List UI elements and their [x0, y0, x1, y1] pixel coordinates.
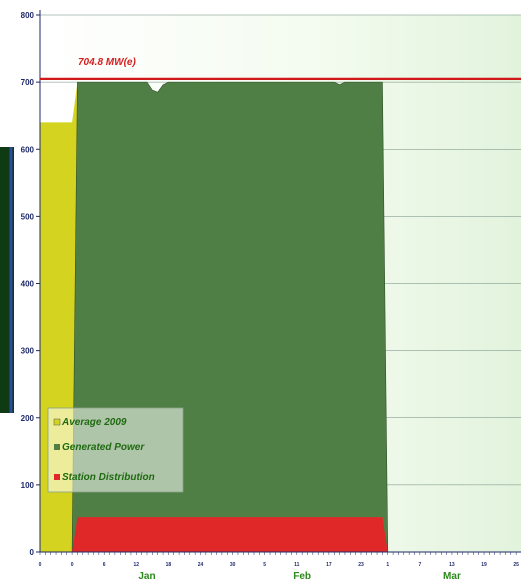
- x-tick-label: 7: [418, 562, 421, 568]
- month-label-mar: Mar: [443, 571, 461, 582]
- month-label-jan: Jan: [138, 571, 155, 582]
- legend: Average 2009 Generated Power Station Dis…: [47, 407, 184, 493]
- legend-label-station-distribution: Station Distribution: [62, 472, 155, 483]
- x-tick-label: 5: [263, 562, 266, 568]
- y-tick-label-300: 300: [21, 347, 35, 356]
- y-tick-label-200: 200: [21, 414, 35, 423]
- reference-line-label: 704.8 MW(e): [78, 57, 136, 68]
- x-tick-label: 25: [513, 562, 519, 568]
- month-labels: Jan Feb Mar: [138, 571, 461, 582]
- y-tick-label-500: 500: [21, 212, 35, 221]
- area-station-distribution: [72, 517, 388, 552]
- legend-label-average-2009: Average 2009: [61, 417, 127, 428]
- y-tick-label-400: 400: [21, 280, 35, 289]
- y-tick-label-700: 700: [21, 78, 35, 87]
- y-tick-labels: 0 100 200 300 400 500 600 700 800: [21, 11, 35, 557]
- axes: [36, 10, 521, 555]
- y-tick-label-800: 800: [21, 11, 35, 20]
- x-tick-label: 0: [39, 562, 42, 568]
- reference-line-group: 704.8 MW(e): [40, 57, 521, 81]
- x-tick-label: 0: [71, 562, 74, 568]
- x-tick-label: 11: [294, 562, 300, 568]
- x-tick-label: 17: [326, 562, 332, 568]
- y-tick-label-600: 600: [21, 145, 35, 154]
- x-tick-labels: 0 0 6 12 18 24 30 5 11 17 23 1 7 13 19 25: [39, 562, 520, 568]
- x-tick-label: 24: [198, 562, 204, 568]
- y-tick-label-100: 100: [21, 481, 35, 490]
- x-tick-label: 12: [134, 562, 140, 568]
- legend-label-generated-power: Generated Power: [62, 442, 145, 453]
- x-tick-label: 19: [481, 562, 487, 568]
- legend-swatch-generated-power: [54, 444, 60, 450]
- x-tick-label: 18: [166, 562, 172, 568]
- legend-swatch-average-2009: [53, 418, 61, 426]
- month-label-feb: Feb: [293, 571, 311, 582]
- x-tick-label: 30: [230, 562, 236, 568]
- legend-swatch-station-distribution: [54, 474, 60, 480]
- y-tick-label-0: 0: [30, 548, 35, 557]
- x-tick-label: 13: [449, 562, 455, 568]
- legend-box: [47, 407, 184, 493]
- x-tick-label: 6: [103, 562, 106, 568]
- x-tick-label: 1: [386, 562, 389, 568]
- left-edge-panel: [0, 147, 14, 413]
- x-tick-label: 23: [358, 562, 364, 568]
